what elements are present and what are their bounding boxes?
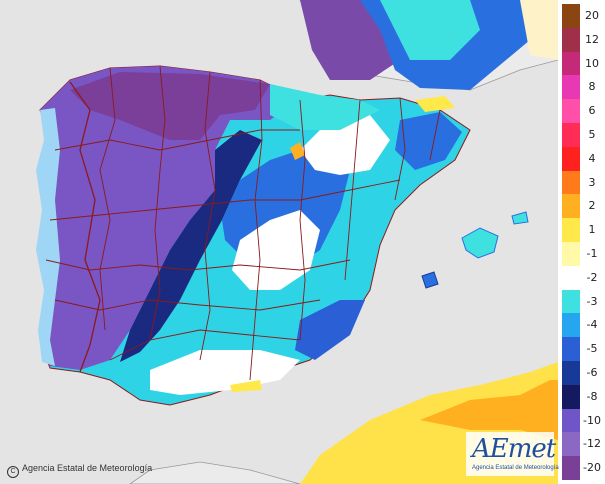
aemet-logo-word: AEmet [472, 434, 556, 464]
menorca-island [511, 211, 529, 225]
france-light-area [380, 0, 480, 60]
south-warm-patch [230, 380, 262, 392]
legend-label: -20 [583, 461, 601, 475]
north-africa-warm-band [420, 380, 558, 440]
legend-swatch [562, 242, 580, 267]
legend-swatch [562, 408, 580, 433]
legend-swatch [562, 27, 580, 53]
legend-label: -1 [586, 246, 598, 260]
portugal-spain-border [69, 81, 101, 373]
north-warm-patch [290, 142, 305, 160]
legend-swatch [562, 146, 580, 172]
north-africa-coast [129, 461, 301, 484]
western-cold-region [40, 66, 300, 370]
legend-label: 5 [588, 127, 596, 141]
legend-swatch [562, 313, 580, 338]
legend-label: -6 [586, 365, 598, 379]
legend-label: 10 [585, 56, 599, 70]
northeast-blue-patch [395, 112, 462, 170]
legend-swatch [562, 51, 580, 76]
france-warm-corner [520, 0, 558, 60]
legend-label: 3 [588, 175, 596, 189]
legend-swatch [562, 123, 580, 148]
legend-label: 1 [588, 223, 596, 237]
ibiza-island [421, 271, 439, 289]
legend-swatch [562, 289, 580, 314]
atlantic-coast-gradient [36, 108, 60, 366]
legend-swatch [562, 75, 580, 100]
legend-swatch [562, 99, 580, 124]
province-borders [45, 65, 441, 381]
legend-label: 2 [588, 199, 596, 213]
color-legend: 20 12 10 8 6 5 4 3 2 1 -1 -2 -3 -4 -5 -6 -8 -10 -12 -20 [558, 4, 605, 481]
legend-label: 12 [585, 32, 599, 46]
legend-label: -3 [586, 294, 598, 308]
copyright-icon: C [7, 466, 19, 478]
northwest-deep-cold [70, 72, 270, 140]
copyright-notice: C Agencia Estatal de Meteorología [7, 463, 152, 478]
southern-white-zone [150, 350, 300, 395]
legend-swatch [562, 432, 580, 457]
legend-label: 20 [585, 8, 599, 22]
legend-label: 6 [588, 104, 596, 118]
legend-label: -5 [586, 342, 598, 356]
legend-label: -2 [586, 270, 598, 284]
legend-swatch [562, 218, 580, 243]
legend-swatch [562, 384, 580, 410]
copyright-text: Agencia Estatal de Meteorología [22, 463, 153, 473]
aemet-logo-subtitle: Agencia Estatal de Meteorología [472, 465, 559, 471]
mallorca-island [461, 227, 499, 259]
legend-label: -10 [583, 413, 601, 427]
legend-label: -4 [586, 318, 598, 332]
legend-swatch [562, 456, 580, 481]
legend-swatch [562, 337, 580, 362]
legend-swatch [562, 170, 580, 195]
northern-coast-cyan [270, 84, 380, 130]
legend-swatch [562, 265, 580, 291]
legend-swatch [562, 361, 580, 386]
legend-label: 4 [588, 151, 596, 165]
legend-label: 8 [588, 80, 596, 94]
legend-label: -8 [586, 389, 598, 403]
legend-swatch [562, 4, 580, 29]
legend-swatch [562, 194, 580, 219]
legend-label: -12 [583, 437, 601, 451]
aemet-logo: AEmet Agencia Estatal de Meteorología [466, 432, 559, 476]
cold-front-band [120, 130, 262, 362]
temperature-change-map [0, 0, 558, 484]
south-blue-coast [295, 300, 365, 360]
coast-warm-patch [415, 96, 455, 112]
